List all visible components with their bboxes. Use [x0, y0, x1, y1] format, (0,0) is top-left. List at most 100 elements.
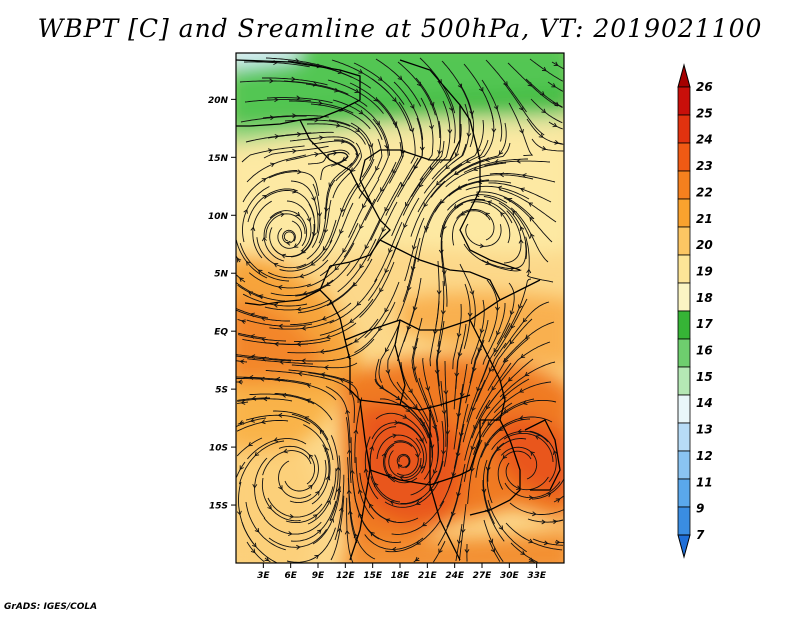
streamline-arrow — [509, 339, 515, 345]
lon-tick-label: 15E — [363, 571, 383, 581]
colorbar-label: 18 — [696, 291, 713, 305]
streamline-arrow — [419, 437, 424, 443]
streamline-arrow — [236, 510, 242, 516]
streamline-arrow — [487, 421, 492, 426]
streamline — [236, 360, 248, 363]
streamline-arrow — [260, 419, 266, 425]
streamline-arrow — [336, 487, 342, 493]
streamline — [236, 355, 292, 362]
streamline-arrow — [456, 332, 462, 338]
streamline-arrow — [375, 166, 380, 171]
streamline-arrow — [429, 125, 434, 130]
streamline-arrow — [281, 253, 286, 259]
colorbar-segment — [677, 310, 691, 340]
streamline-arrow — [349, 318, 355, 323]
streamline-arrow — [334, 265, 340, 271]
colorbar-segment — [677, 338, 691, 368]
streamline-arrow — [385, 518, 391, 523]
streamline-arrow — [257, 269, 263, 274]
streamline-arrow — [555, 498, 561, 503]
streamline-arrow — [259, 376, 265, 382]
streamline — [236, 309, 290, 322]
streamline-arrow — [324, 446, 330, 452]
colorbar-label: 7 — [696, 528, 705, 542]
streamline-arrow — [335, 122, 341, 128]
streamline-arrow — [292, 148, 297, 154]
streamline-arrow — [400, 182, 406, 188]
streamline-arrow — [297, 169, 302, 175]
streamline-arrow — [280, 212, 285, 218]
colorbar-label: 25 — [696, 106, 713, 120]
streamline-arrow — [402, 414, 408, 419]
streamline-arrow — [392, 433, 398, 439]
lat-tick-label: EQ — [214, 328, 228, 338]
streamline-arrow — [440, 310, 446, 315]
streamline-arrow — [324, 207, 329, 213]
streamline-arrow — [441, 270, 447, 275]
streamline-arrow — [302, 290, 308, 296]
streamline-arrow — [432, 469, 438, 475]
streamline-arrow — [326, 499, 331, 505]
streamline-arrow — [384, 307, 389, 313]
streamline-arrow — [476, 386, 481, 392]
streamline-arrow — [448, 106, 454, 112]
streamline-arrow — [520, 550, 526, 555]
streamline-arrow — [520, 353, 526, 359]
streamline-arrow — [420, 464, 425, 470]
streamline-arrow — [488, 367, 494, 373]
streamline-arrow — [239, 277, 244, 282]
streamline-arrow — [384, 268, 389, 274]
streamline-arrow — [373, 97, 379, 102]
streamline-arrow — [354, 88, 360, 93]
streamline-arrow — [349, 469, 355, 475]
streamline-arrow — [289, 514, 295, 519]
streamline-arrow — [421, 522, 427, 527]
streamline-arrow — [239, 465, 244, 471]
streamline-arrow — [496, 446, 501, 452]
streamline-arrow — [297, 131, 302, 137]
streamline-arrow — [250, 417, 255, 423]
streamline-arrow — [368, 143, 374, 149]
streamline-arrow — [308, 484, 313, 490]
streamline-arrow — [254, 451, 260, 457]
streamline-arrow — [237, 257, 242, 263]
colorbar-segment — [677, 478, 691, 508]
streamline-arrow — [529, 216, 534, 222]
streamline-arrow — [353, 338, 359, 343]
streamline-arrow — [502, 454, 508, 460]
streamline-arrow — [519, 105, 524, 111]
streamline-arrow — [240, 319, 246, 325]
streamline-arrow — [479, 243, 485, 249]
streamline-arrow — [292, 188, 298, 194]
colorbar-label: 11 — [696, 475, 713, 489]
lat-tick-label: 15S — [209, 502, 228, 512]
streamline-arrow — [295, 211, 301, 217]
streamline-arrow — [337, 527, 343, 533]
streamline-arrow — [541, 66, 547, 72]
streamline-arrow — [306, 383, 312, 389]
streamline-arrow — [521, 173, 527, 179]
streamline-arrow — [469, 290, 475, 296]
colorbar-label: 12 — [696, 449, 713, 463]
streamline-arrow — [243, 208, 248, 214]
streamline-arrow — [450, 511, 456, 517]
streamline-arrow — [491, 128, 497, 133]
streamline-arrow — [528, 202, 534, 207]
lat-tick-label: 5S — [215, 386, 228, 396]
streamline-arrow — [319, 349, 325, 355]
streamline-arrow — [528, 495, 534, 501]
lat-tick-label: 5N — [214, 270, 228, 280]
streamline-arrow — [543, 540, 549, 546]
streamline-arrow — [380, 187, 385, 193]
streamline-arrow — [258, 294, 264, 299]
streamline-arrow — [356, 301, 362, 306]
streamline — [236, 256, 241, 263]
streamline-arrow — [408, 388, 413, 394]
streamline-arrow — [541, 519, 547, 525]
streamline-arrow — [528, 557, 534, 562]
streamline-arrow — [347, 449, 352, 454]
streamline-arrow — [277, 284, 283, 290]
streamline-arrow — [429, 101, 435, 107]
colorbar-label: 19 — [696, 264, 713, 278]
lon-tick-label: 33E — [527, 571, 547, 581]
